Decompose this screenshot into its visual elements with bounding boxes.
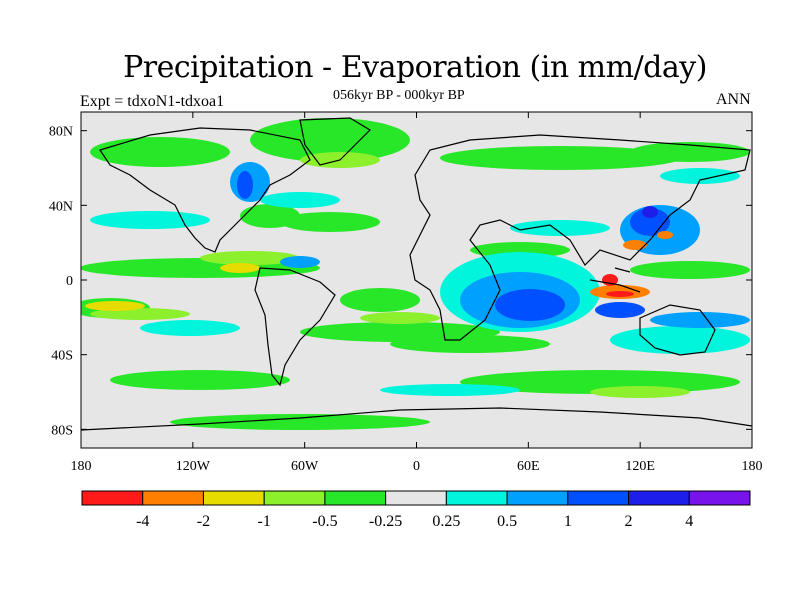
colorbar-label: -2 <box>197 513 210 530</box>
colorbar-labels: -4 -2 -1 -0.5 -0.25 0.25 0.5 1 2 4 <box>136 513 693 530</box>
coast-greenland <box>299 117 371 166</box>
colorbar-swatch <box>263 490 326 506</box>
colorbar-swatch <box>324 490 387 506</box>
lat-tick-label: 0 <box>66 274 73 289</box>
experiment-label: Expt = tdxoN1-tdxoa1 <box>80 93 225 110</box>
colorbar-label: 2 <box>625 513 633 530</box>
lat-tick-label: 40S <box>51 349 73 364</box>
lon-tick-label: 120E <box>625 459 655 474</box>
longitude-axis: 180 120W 60W 0 60E 120E 180 <box>71 112 763 474</box>
coast-south-america <box>254 267 336 387</box>
latitude-axis: 80N 40N 0 40S 80S <box>49 125 752 438</box>
colorbar-swatch <box>567 490 630 506</box>
coast-north-america <box>99 127 311 253</box>
colorbar-swatch <box>81 490 144 506</box>
lon-tick-label: 120W <box>176 459 211 474</box>
colorbar-label: -1 <box>258 513 271 530</box>
extreme-negative-regions <box>590 231 673 299</box>
colorbar-swatch <box>202 490 265 506</box>
colorbar-swatch <box>445 490 508 506</box>
colorbar-label: -0.5 <box>312 513 337 530</box>
coast-indonesia <box>589 267 641 293</box>
colorbar-swatch <box>688 490 751 506</box>
colorbar-label: -0.25 <box>369 513 402 530</box>
coast-australia <box>639 304 716 356</box>
lon-tick-label: 180 <box>71 459 92 474</box>
colorbar-label: 1 <box>564 513 572 530</box>
map-subtitle: 056kyr BP - 000kyr BP <box>333 88 465 103</box>
colorbar-swatch <box>385 490 447 506</box>
season-label: ANN <box>716 91 751 108</box>
coast-eurasia-africa <box>409 134 751 341</box>
precip-field <box>81 117 752 431</box>
colorbar <box>81 490 751 506</box>
negative-anomaly-regions <box>81 118 750 430</box>
colorbar-label: 4 <box>685 513 693 530</box>
colorbar-label: 0.25 <box>432 513 460 530</box>
extreme-positive-regions <box>642 206 658 218</box>
lon-tick-label: 180 <box>742 459 763 474</box>
colorbar-swatch <box>142 490 204 506</box>
lon-tick-label: 60W <box>291 459 319 474</box>
colorbar-swatch <box>628 490 690 506</box>
coastlines <box>81 117 752 431</box>
lat-tick-label: 40N <box>49 199 73 214</box>
colorbar-label: 0.5 <box>497 513 517 530</box>
lon-tick-label: 0 <box>413 459 420 474</box>
very-strong-positive-regions <box>237 171 670 321</box>
colorbar-swatch <box>506 490 569 506</box>
coast-antarctica <box>81 407 752 431</box>
lat-tick-label: 80S <box>51 423 73 438</box>
lat-tick-label: 80N <box>49 125 73 140</box>
lon-tick-label: 60E <box>517 459 540 474</box>
colorbar-label: -4 <box>136 513 149 530</box>
map-title: Precipitation - Evaporation (in mm/day) <box>123 50 707 85</box>
